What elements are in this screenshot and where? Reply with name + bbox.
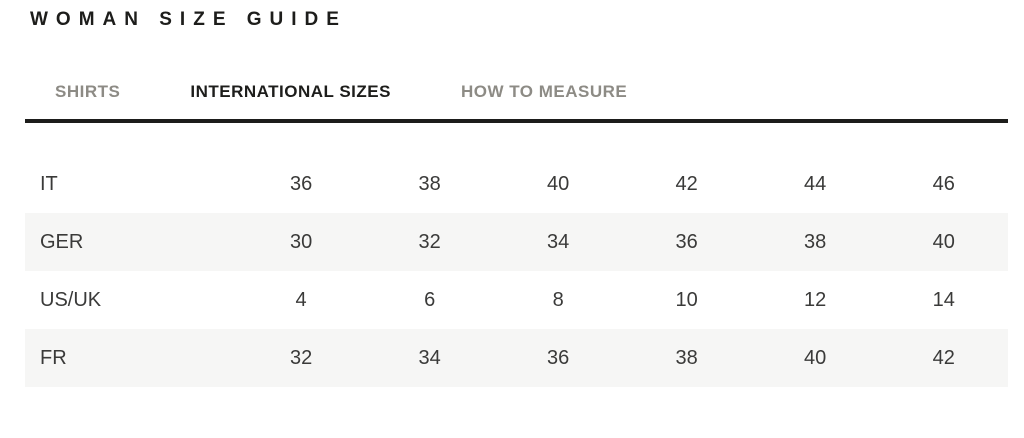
table-row: US/UK 4 6 8 10 12 14 [25, 271, 1008, 329]
page-title: WOMAN SIZE GUIDE [30, 9, 347, 30]
size-cell: 36 [289, 172, 313, 195]
size-cell: 34 [418, 346, 441, 369]
size-cell: 44 [804, 172, 827, 195]
size-cell: 42 [675, 172, 698, 195]
row-label: GER [40, 230, 84, 253]
size-cell: 30 [289, 230, 313, 253]
size-cell: 12 [804, 288, 827, 311]
tab-international-sizes[interactable]: INTERNATIONAL SIZES [190, 82, 391, 101]
international-sizes-table: IT 36 38 40 42 44 46 GER 30 32 34 36 38 … [25, 155, 1008, 387]
tabs-underline [25, 119, 1008, 123]
tab-how-to-measure[interactable]: HOW TO MEASURE [460, 82, 628, 101]
size-cell: 32 [289, 346, 313, 369]
size-cell: 42 [932, 346, 955, 369]
table-row: IT 36 38 40 42 44 46 [25, 155, 1008, 213]
size-cell: 40 [932, 230, 955, 253]
size-cell: 38 [418, 172, 441, 195]
table-row: FR 32 34 36 38 40 42 [25, 329, 1008, 387]
size-cell: 6 [424, 288, 436, 311]
row-label: FR [40, 346, 67, 369]
size-cell: 40 [547, 172, 570, 195]
size-cell: 36 [547, 346, 570, 369]
size-cell: 8 [552, 288, 564, 311]
size-cell: 46 [932, 172, 955, 195]
table-row: GER 30 32 34 36 38 40 [25, 213, 1008, 271]
size-cell: 36 [675, 230, 698, 253]
size-cell: 40 [804, 346, 827, 369]
size-cell: 32 [418, 230, 441, 253]
size-guide-tabs: SHIRTS INTERNATIONAL SIZES HOW TO MEASUR… [55, 83, 1024, 101]
size-cell: 4 [295, 288, 307, 311]
size-cell: 38 [675, 346, 698, 369]
row-label: US/UK [40, 288, 102, 311]
size-cell: 38 [804, 230, 827, 253]
size-cell: 14 [932, 288, 955, 311]
size-cell: 34 [547, 230, 570, 253]
row-label: IT [40, 172, 58, 195]
size-cell: 10 [675, 288, 698, 311]
tab-shirts[interactable]: SHIRTS [55, 82, 121, 101]
